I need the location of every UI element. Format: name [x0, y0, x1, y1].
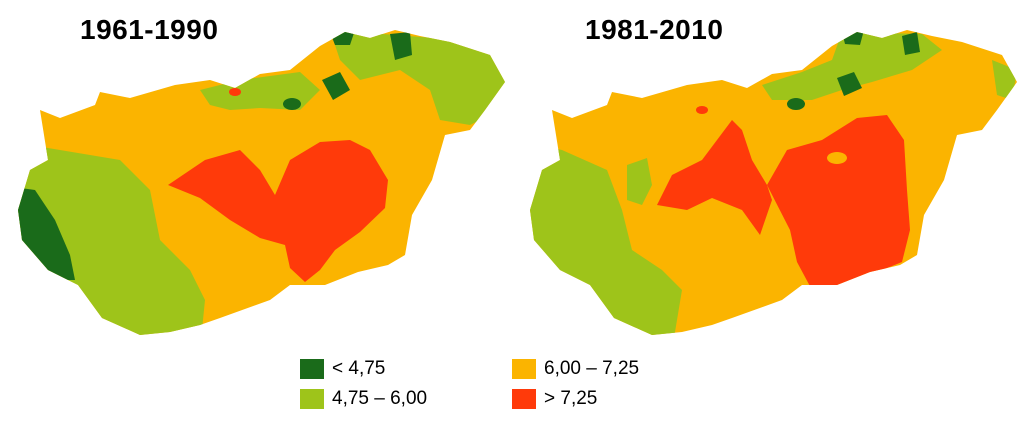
legend-swatch — [300, 359, 324, 379]
legend-label: 6,00 – 7,25 — [544, 358, 640, 379]
map-panel-1981-2010: 1981-2010 — [512, 0, 1024, 350]
region-north-darkgreen-2 — [390, 32, 412, 60]
legend-label: < 4,75 — [332, 358, 386, 379]
region-east-red — [767, 115, 910, 290]
region-northwest-lightgreen — [200, 72, 320, 110]
legend-swatch — [300, 389, 324, 409]
region-north-lightgreen — [330, 30, 505, 125]
region-north-darkgreen-3 — [322, 72, 350, 100]
region-east-small-orange — [827, 152, 847, 164]
legend-label: 4,75 – 6,00 — [332, 388, 428, 409]
region-north-lightgreen — [762, 32, 942, 100]
region-center-red — [168, 140, 388, 282]
legend-item: > 7,25 — [512, 388, 597, 410]
legend-item: 6,00 – 7,25 — [512, 358, 639, 380]
region-north-darkgreen-3 — [837, 72, 862, 96]
map-panel-1961-1990: 1961-1990 — [0, 0, 512, 350]
region-north-red — [696, 106, 708, 114]
legend-label: > 7,25 — [544, 388, 598, 409]
map-1981-2010 — [530, 30, 1017, 335]
legend-item: < 4,75 — [300, 358, 385, 380]
region-north-darkgreen-4 — [283, 98, 301, 110]
region-west-patch-lightgreen — [627, 158, 652, 205]
legend-swatch — [512, 389, 536, 409]
region-center-red — [657, 120, 772, 235]
region-north-red — [229, 88, 241, 96]
map-1961-1990 — [18, 30, 505, 335]
legend-swatch — [512, 359, 536, 379]
legend-item: 4,75 – 6,00 — [300, 388, 427, 410]
map-title: 1961-1990 — [80, 14, 219, 45]
region-north-darkgreen-4 — [787, 98, 805, 110]
map-title: 1981-2010 — [585, 14, 724, 45]
legend: < 4,75 4,75 – 6,00 6,00 – 7,25 > 7,25 — [300, 358, 720, 418]
region-north-darkgreen-2 — [902, 32, 920, 55]
